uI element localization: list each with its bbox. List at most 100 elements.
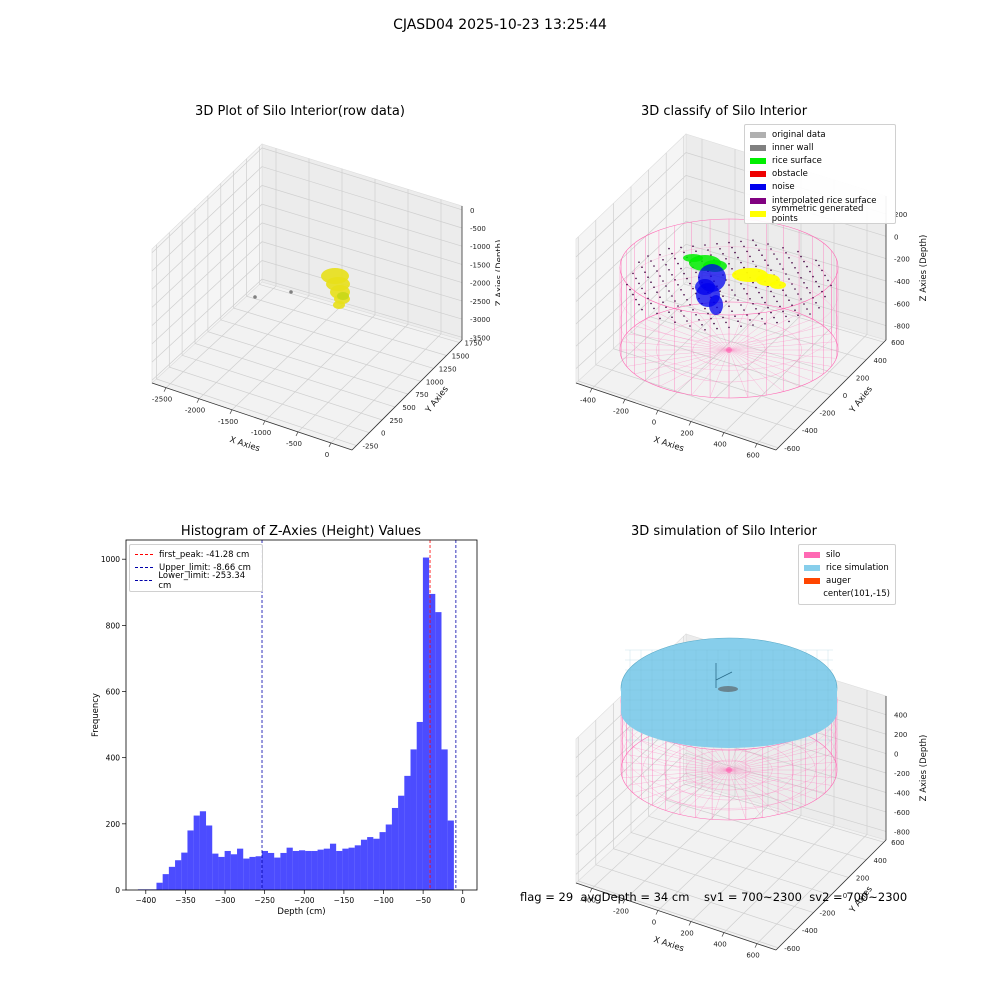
interpolated-point	[764, 259, 766, 262]
x-gridline	[264, 179, 376, 422]
interpolated-point	[728, 241, 730, 244]
silo-floor-spoke	[728, 754, 832, 771]
histogram-bar	[261, 850, 269, 890]
z-tick-label: -3500	[470, 334, 490, 342]
interpolated-point	[722, 295, 724, 298]
interpolated-point	[680, 310, 682, 312]
interpolated-point	[674, 321, 676, 324]
x-tick-mark	[163, 387, 167, 392]
legend-label: symmetric generated points	[771, 203, 864, 224]
interpolated-point	[665, 264, 667, 266]
histogram-bar	[199, 811, 207, 890]
silo-floor-spoke	[728, 769, 836, 778]
interpolated-point	[686, 277, 688, 280]
histogram-bar	[255, 856, 262, 890]
silo-floor-center	[726, 767, 732, 773]
silo-floor-spoke	[622, 769, 730, 778]
panel3-title: Histogram of Z-Axies (Height) Values	[180, 524, 422, 539]
x-tick-mark	[622, 399, 626, 404]
interpolated-point	[668, 247, 670, 250]
interpolated-point	[818, 307, 820, 309]
y-axis-line	[351, 339, 463, 451]
interpolated-point	[668, 311, 670, 314]
interpolated-point	[680, 289, 682, 291]
interpolated-point	[731, 310, 733, 313]
legend-label: Upper_limit: -8.66 cm	[159, 562, 251, 573]
center-marker	[718, 686, 738, 692]
interpolated-point	[647, 276, 649, 279]
y-tick-label: 1750	[464, 340, 482, 348]
x-tick-label: −400	[136, 896, 157, 905]
interpolated-point	[767, 306, 769, 309]
y-tick-label: 1000	[426, 378, 444, 386]
panel2-title: 3D classify of Silo Interior	[640, 104, 808, 119]
x-tick-mark	[721, 932, 725, 937]
interpolated-point	[782, 310, 784, 313]
interpolated-point	[755, 265, 757, 268]
interpolated-point	[791, 304, 793, 307]
silo-floor-spoke	[728, 769, 747, 820]
interpolated-point	[647, 297, 649, 300]
legend-label: interpolated rice surface	[772, 195, 877, 206]
y-tick-label: -200	[819, 910, 835, 918]
histogram-bar	[230, 854, 238, 890]
histogram-bar	[311, 850, 318, 890]
interpolated-point	[803, 303, 805, 305]
x-tick-mark	[229, 409, 233, 414]
interpolated-point	[785, 294, 787, 297]
histogram-bar	[391, 807, 399, 890]
legend-entry: interpolated rice surface	[750, 194, 890, 207]
interpolated-point	[797, 314, 799, 317]
legend-label: inner wall	[772, 142, 814, 153]
legend-entry: symmetric generated points	[750, 204, 890, 224]
interpolated-point	[734, 315, 736, 318]
legend-entry: rice surface	[750, 154, 890, 167]
silo-floor-spoke	[626, 769, 730, 786]
silo-floor-spoke	[645, 349, 730, 382]
x-tick-mark	[688, 921, 692, 926]
x-gridline	[165, 148, 277, 388]
histogram-bar	[323, 848, 330, 890]
interpolated-point	[731, 289, 733, 291]
figure-title: CJASD04 2025-10-23 13:25:44	[393, 17, 607, 33]
interpolated-point	[713, 322, 715, 325]
legend-swatch	[750, 184, 766, 191]
interpolated-point	[692, 245, 694, 247]
interpolated-point	[788, 299, 790, 302]
interpolated-point	[812, 297, 814, 299]
interpolated-point	[671, 274, 673, 276]
interpolated-point	[728, 284, 730, 286]
legend-line-sample	[135, 567, 153, 569]
legend-label: rice simulation	[826, 562, 889, 573]
interpolated-point	[767, 264, 769, 267]
histogram-bar	[422, 557, 430, 890]
interpolated-point	[776, 300, 778, 303]
interpolated-point	[707, 312, 709, 315]
interpolated-point	[665, 285, 667, 287]
interpolated-point	[809, 313, 811, 315]
x-gridline	[756, 690, 868, 944]
x-tick-label: −150	[334, 896, 355, 905]
interpolated-point	[818, 264, 820, 267]
interpolated-point	[755, 308, 757, 310]
z-tick-label: -2500	[470, 298, 490, 306]
histogram-bar	[243, 858, 250, 890]
x-tick-label: −100	[373, 896, 394, 905]
interpolated-point	[791, 262, 793, 264]
interpolated-point	[740, 283, 742, 285]
interpolated-point	[767, 243, 769, 245]
interpolated-point	[752, 303, 754, 305]
interpolated-point	[683, 294, 685, 296]
outlier-point	[289, 290, 293, 294]
y-gridline	[181, 220, 383, 421]
interpolated-point	[644, 292, 646, 295]
histogram-bar	[385, 824, 392, 890]
legend-label: rice surface	[772, 155, 822, 166]
interpolated-point	[767, 285, 769, 288]
z-gridline	[151, 278, 463, 381]
silo-floor-spoke	[626, 349, 730, 367]
y-gridline	[194, 207, 396, 408]
legend-swatch	[750, 131, 766, 138]
interpolated-point	[809, 270, 811, 273]
histogram-bar	[280, 852, 287, 890]
